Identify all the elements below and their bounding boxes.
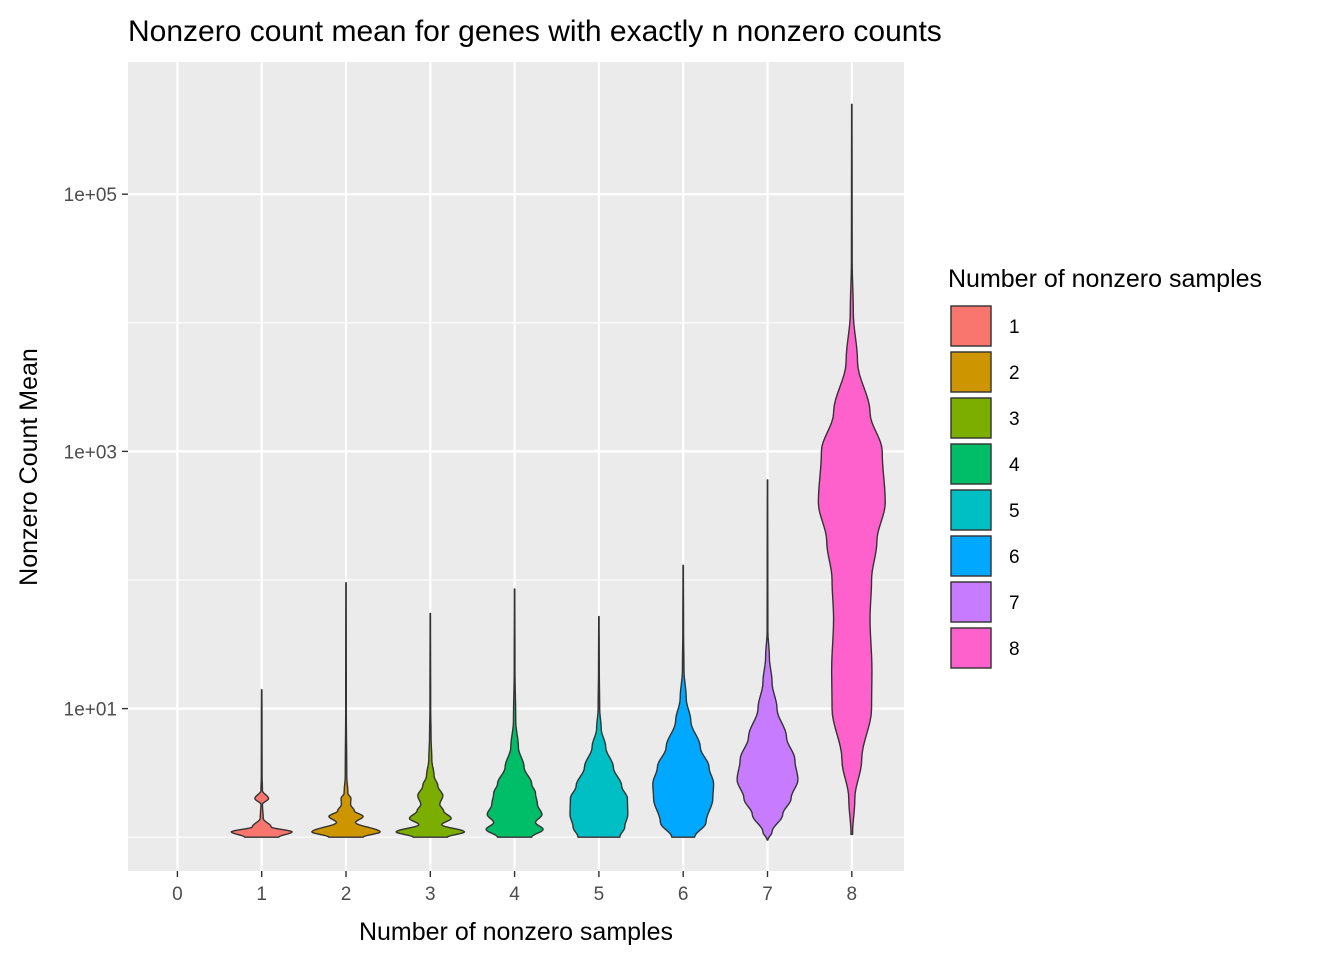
- y-tick-label: 1e+01: [64, 700, 117, 721]
- legend-swatch-6: [950, 535, 992, 577]
- legend-swatch-8: [950, 627, 992, 669]
- x-tick-label: 2: [341, 884, 352, 905]
- violin-2: [311, 582, 381, 838]
- violins: [230, 103, 886, 841]
- violin-6: [652, 564, 715, 838]
- legend-swatch-7: [950, 581, 992, 623]
- violin-3: [395, 612, 466, 838]
- violin-4: [485, 588, 544, 838]
- legend-swatch-2: [950, 351, 992, 393]
- x-tick-label: 7: [762, 884, 773, 905]
- x-tick-label: 4: [509, 884, 520, 905]
- x-tick-label: 8: [847, 884, 858, 905]
- x-tick-label: 3: [425, 884, 436, 905]
- x-tick-label: 0: [172, 884, 183, 905]
- chart-title: Nonzero count mean for genes with exactl…: [128, 15, 942, 48]
- legend-swatch-1: [950, 305, 992, 347]
- legend-label-1: 1: [1009, 317, 1020, 338]
- x-tick-label: 6: [678, 884, 689, 905]
- y-axis-ticks: 1e+01 1e+03 1e+05: [64, 185, 128, 721]
- legend-label-4: 4: [1009, 455, 1020, 476]
- legend-label-6: 6: [1009, 547, 1020, 568]
- violin-7: [736, 479, 799, 841]
- legend-items: 1 2 3 4 5 6 7 8: [950, 305, 1020, 669]
- x-tick-label: 5: [594, 884, 605, 905]
- legend-label-5: 5: [1009, 501, 1020, 522]
- legend-swatch-3: [950, 397, 992, 439]
- violin-5: [569, 615, 629, 838]
- legend-label-8: 8: [1009, 639, 1020, 660]
- violin-8: [817, 103, 886, 836]
- violin-1: [230, 689, 293, 838]
- y-axis-title: Nonzero Count Mean: [15, 348, 43, 586]
- x-axis-ticks: 0 1 2 3 4 5 6 7 8: [172, 871, 857, 905]
- y-tick-label: 1e+03: [64, 442, 117, 463]
- y-tick-label: 1e+05: [64, 185, 117, 206]
- legend-label-7: 7: [1009, 593, 1020, 614]
- x-axis-title: Number of nonzero samples: [359, 918, 673, 946]
- legend-swatch-5: [950, 489, 992, 531]
- legend: Number of nonzero samples 1 2 3 4 5 6 7 8: [948, 265, 1262, 669]
- x-tick-label: 1: [256, 884, 267, 905]
- legend-label-2: 2: [1009, 363, 1020, 384]
- legend-label-3: 3: [1009, 409, 1020, 430]
- legend-title: Number of nonzero samples: [948, 265, 1262, 293]
- legend-swatch-4: [950, 443, 992, 485]
